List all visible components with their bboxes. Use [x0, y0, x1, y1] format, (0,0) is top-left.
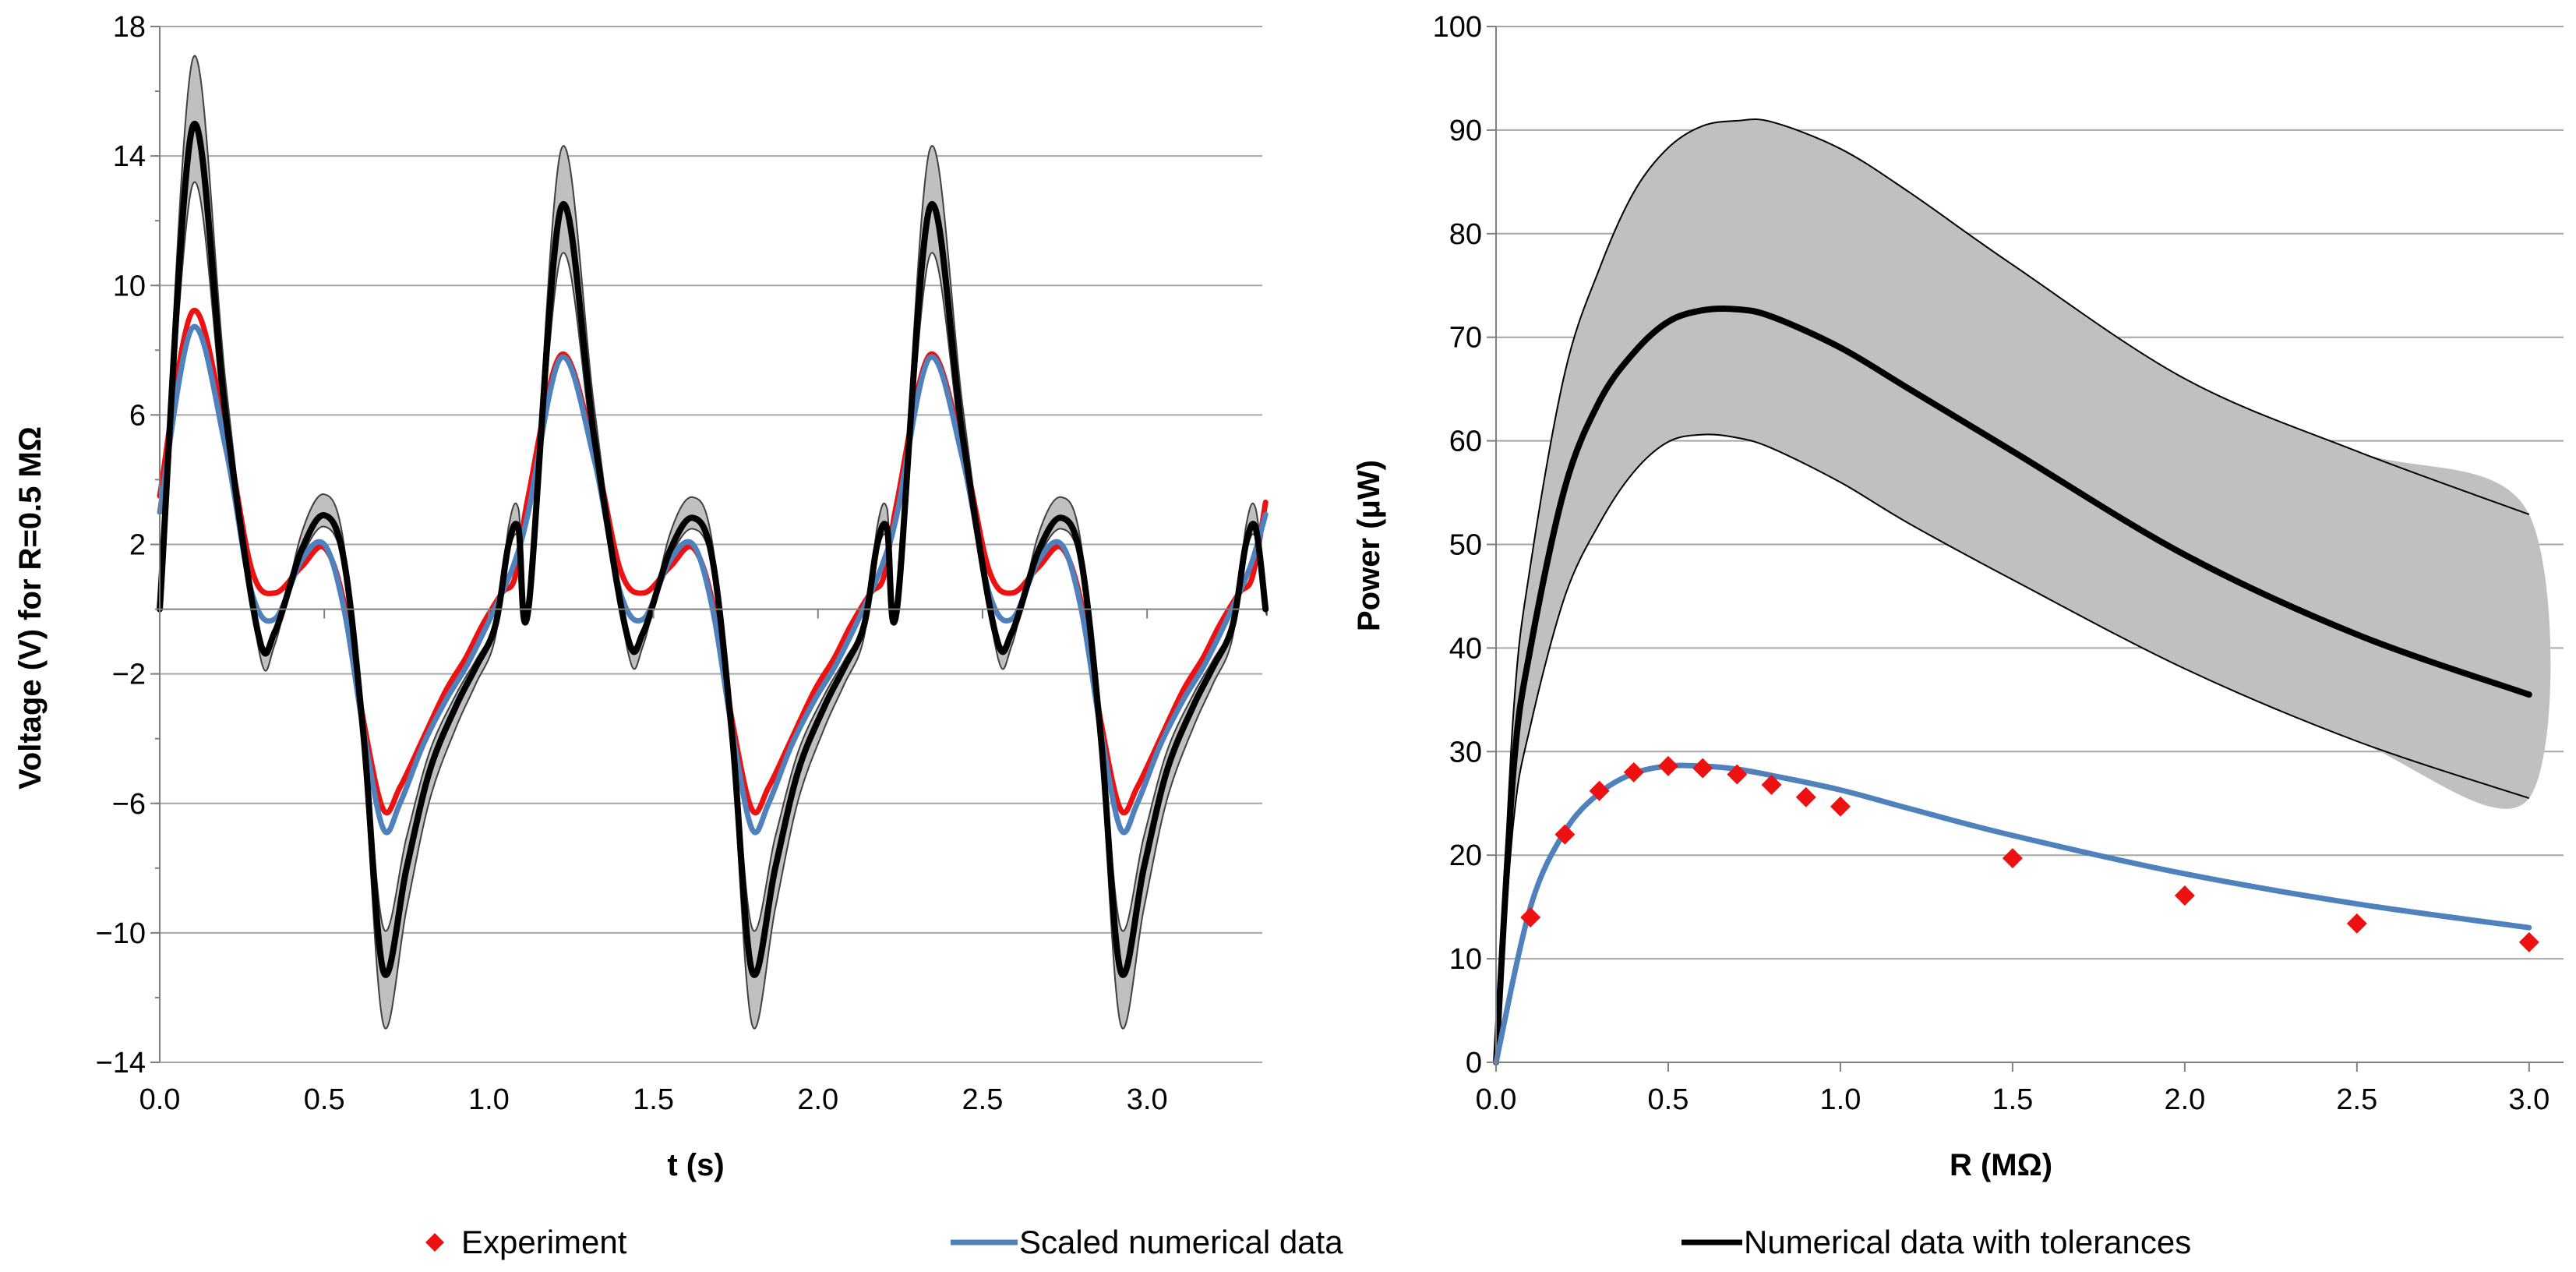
power-x-axis-label: R (MΩ): [1950, 1148, 2052, 1182]
x-tick-label: 1.0: [468, 1083, 510, 1116]
experiment-point: [1520, 906, 1541, 928]
x-tick-label: 2.0: [797, 1083, 838, 1116]
x-tick-label: 0.0: [1476, 1083, 1517, 1116]
experiment-point: [2174, 885, 2195, 906]
legend-experiment-marker: [425, 1233, 444, 1252]
y-tick-label: 40: [1449, 632, 1482, 665]
experiment-point: [1692, 758, 1713, 779]
y-tick-label: 70: [1449, 322, 1482, 355]
y-tick-label: −6: [112, 788, 146, 821]
legend-experiment-label: Experiment: [461, 1224, 627, 1260]
power-y-axis-label: Power (μW): [1352, 460, 1386, 631]
numerical-line: [1493, 305, 2532, 1065]
y-tick-label: 10: [1449, 943, 1482, 976]
x-tick-label: 0.5: [304, 1083, 345, 1116]
x-tick-label: 1.5: [1992, 1083, 2033, 1116]
voltage-y-axis-label: Voltage (V) for R=0.5 MΩ: [13, 426, 48, 790]
y-tick-label: 18: [113, 11, 146, 44]
voltage-axes: −14 −10 −6 −2 2 6 10 14 18 0.0 0.5 1.0 1.5 2.0 2.5 3.0: [96, 11, 1262, 1116]
tolerance-upper-edge: [1495, 118, 2530, 1063]
y-tick-label: −2: [112, 659, 146, 691]
legend-scaled-numerical-label: Scaled numerical data: [1019, 1224, 1343, 1260]
x-tick-label: 0.0: [139, 1083, 181, 1116]
y-tick-label: 10: [113, 270, 146, 302]
x-tick-label: 2.5: [2336, 1083, 2377, 1116]
experiment-point: [2518, 931, 2539, 952]
experiment-point: [1795, 786, 1816, 807]
y-tick-label: 2: [129, 529, 146, 562]
experiment-point: [1623, 761, 1644, 783]
voltage-x-axis-label: t (s): [667, 1148, 724, 1182]
power-axes: 0 10 20 30 40 50 60 70 80 90 100 0.0 0.5 1.0 1.5 2.0 2.5…: [1433, 11, 2564, 1116]
experiment-point: [2346, 913, 2367, 934]
voltage-series: [157, 55, 1269, 1030]
experiment-point: [1589, 780, 1610, 801]
y-tick-label: 100: [1433, 11, 1482, 44]
numerical-line: [157, 121, 1269, 978]
y-tick-label: −14: [96, 1047, 146, 1079]
x-tick-label: 0.5: [1648, 1083, 1689, 1116]
x-tick-label: 3.0: [2508, 1083, 2550, 1116]
experiment-point: [1761, 774, 1782, 795]
y-tick-label: 0: [1466, 1047, 1482, 1079]
y-tick-label: 50: [1449, 529, 1482, 562]
y-tick-label: 6: [129, 399, 146, 432]
x-tick-label: 1.5: [633, 1083, 674, 1116]
legend: Experiment Scaled numerical data Numeric…: [425, 1224, 2191, 1260]
x-tick-label: 2.5: [962, 1083, 1004, 1116]
y-tick-label: 90: [1449, 115, 1482, 147]
x-tick-label: 2.0: [2164, 1083, 2205, 1116]
power-chart: 0 10 20 30 40 50 60 70 80 90 100 0.0 0.5 1.0 1.5 2.0 2.5…: [1352, 11, 2564, 1182]
power-series: [1493, 118, 2551, 1065]
tolerance-band: [1496, 118, 2551, 1062]
y-tick-label: 30: [1449, 736, 1482, 768]
x-tick-label: 1.0: [1820, 1083, 1861, 1116]
x-tick-label: 3.0: [1127, 1083, 1168, 1116]
experiment-point: [1554, 824, 1576, 845]
experiment-point: [2002, 848, 2023, 869]
experiment-point: [1657, 755, 1678, 776]
experiment-point: [1830, 796, 1851, 817]
y-tick-label: 14: [113, 140, 146, 173]
legend-numerical-tolerances-label: Numerical data with tolerances: [1744, 1224, 2191, 1260]
y-tick-label: 20: [1449, 839, 1482, 872]
y-tick-label: 60: [1449, 426, 1482, 458]
y-tick-label: −10: [96, 917, 146, 950]
tolerance-lower-edge: [1495, 433, 2530, 1063]
y-tick-label: 80: [1449, 218, 1482, 251]
scaled-numerical-line: [1493, 762, 2532, 1065]
experiment-point: [1727, 764, 1748, 785]
